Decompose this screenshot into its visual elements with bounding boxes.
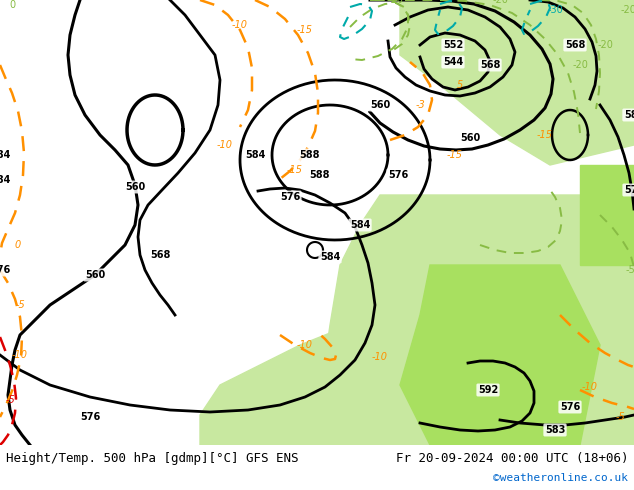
Polygon shape bbox=[580, 165, 634, 265]
Text: 576: 576 bbox=[560, 402, 580, 412]
Text: -10: -10 bbox=[217, 140, 233, 150]
Text: -10: -10 bbox=[372, 352, 388, 362]
Text: -30: -30 bbox=[547, 5, 563, 15]
Text: -10: -10 bbox=[297, 340, 313, 350]
Text: -5: -5 bbox=[615, 412, 625, 422]
Text: 560: 560 bbox=[125, 182, 145, 192]
Text: 5: 5 bbox=[457, 80, 463, 90]
Text: 576: 576 bbox=[80, 412, 100, 422]
Text: -5: -5 bbox=[15, 300, 25, 310]
Text: 576: 576 bbox=[0, 265, 10, 275]
Text: 560: 560 bbox=[370, 100, 390, 110]
Text: 560: 560 bbox=[460, 133, 480, 143]
Text: 584: 584 bbox=[350, 220, 370, 230]
Text: 584: 584 bbox=[0, 150, 10, 160]
Text: -15: -15 bbox=[287, 165, 303, 175]
Text: 588: 588 bbox=[300, 150, 320, 160]
Text: 576: 576 bbox=[280, 192, 300, 202]
Text: -3: -3 bbox=[415, 100, 425, 110]
Text: 0: 0 bbox=[9, 0, 15, 10]
Polygon shape bbox=[220, 365, 340, 445]
Text: 576: 576 bbox=[388, 170, 408, 180]
Text: 552: 552 bbox=[443, 40, 463, 50]
Text: 584: 584 bbox=[624, 110, 634, 120]
Text: -20: -20 bbox=[387, 0, 403, 5]
Text: 588: 588 bbox=[310, 170, 330, 180]
Text: -15: -15 bbox=[447, 150, 463, 160]
Text: ©weatheronline.co.uk: ©weatheronline.co.uk bbox=[493, 473, 628, 483]
Text: 568: 568 bbox=[150, 250, 170, 260]
Text: -5: -5 bbox=[5, 395, 15, 405]
Text: -20: -20 bbox=[620, 5, 634, 15]
Text: 592: 592 bbox=[478, 385, 498, 395]
Text: 568: 568 bbox=[565, 40, 585, 50]
Text: 583: 583 bbox=[545, 425, 565, 435]
Text: -20: -20 bbox=[597, 40, 613, 50]
Text: Height/Temp. 500 hPa [gdmp][°C] GFS ENS: Height/Temp. 500 hPa [gdmp][°C] GFS ENS bbox=[6, 451, 299, 465]
Polygon shape bbox=[400, 0, 634, 165]
Text: -10: -10 bbox=[232, 20, 248, 30]
Text: 0: 0 bbox=[15, 240, 21, 250]
Text: -10: -10 bbox=[582, 382, 598, 392]
Text: -20: -20 bbox=[572, 60, 588, 70]
Polygon shape bbox=[400, 265, 600, 445]
Text: -15: -15 bbox=[537, 130, 553, 140]
Text: -5: -5 bbox=[625, 265, 634, 275]
Text: Fr 20-09-2024 00:00 UTC (18+06): Fr 20-09-2024 00:00 UTC (18+06) bbox=[396, 451, 628, 465]
Text: 584: 584 bbox=[245, 150, 265, 160]
Text: 584: 584 bbox=[320, 252, 340, 262]
Text: -10: -10 bbox=[12, 350, 28, 360]
Text: 568: 568 bbox=[480, 60, 500, 70]
Polygon shape bbox=[320, 195, 634, 445]
Polygon shape bbox=[200, 265, 634, 445]
Text: -20: -20 bbox=[492, 0, 508, 5]
Text: 576: 576 bbox=[624, 185, 634, 195]
Text: 584: 584 bbox=[0, 175, 10, 185]
Text: -15: -15 bbox=[297, 25, 313, 35]
Text: 560: 560 bbox=[85, 270, 105, 280]
Text: 544: 544 bbox=[443, 57, 463, 67]
